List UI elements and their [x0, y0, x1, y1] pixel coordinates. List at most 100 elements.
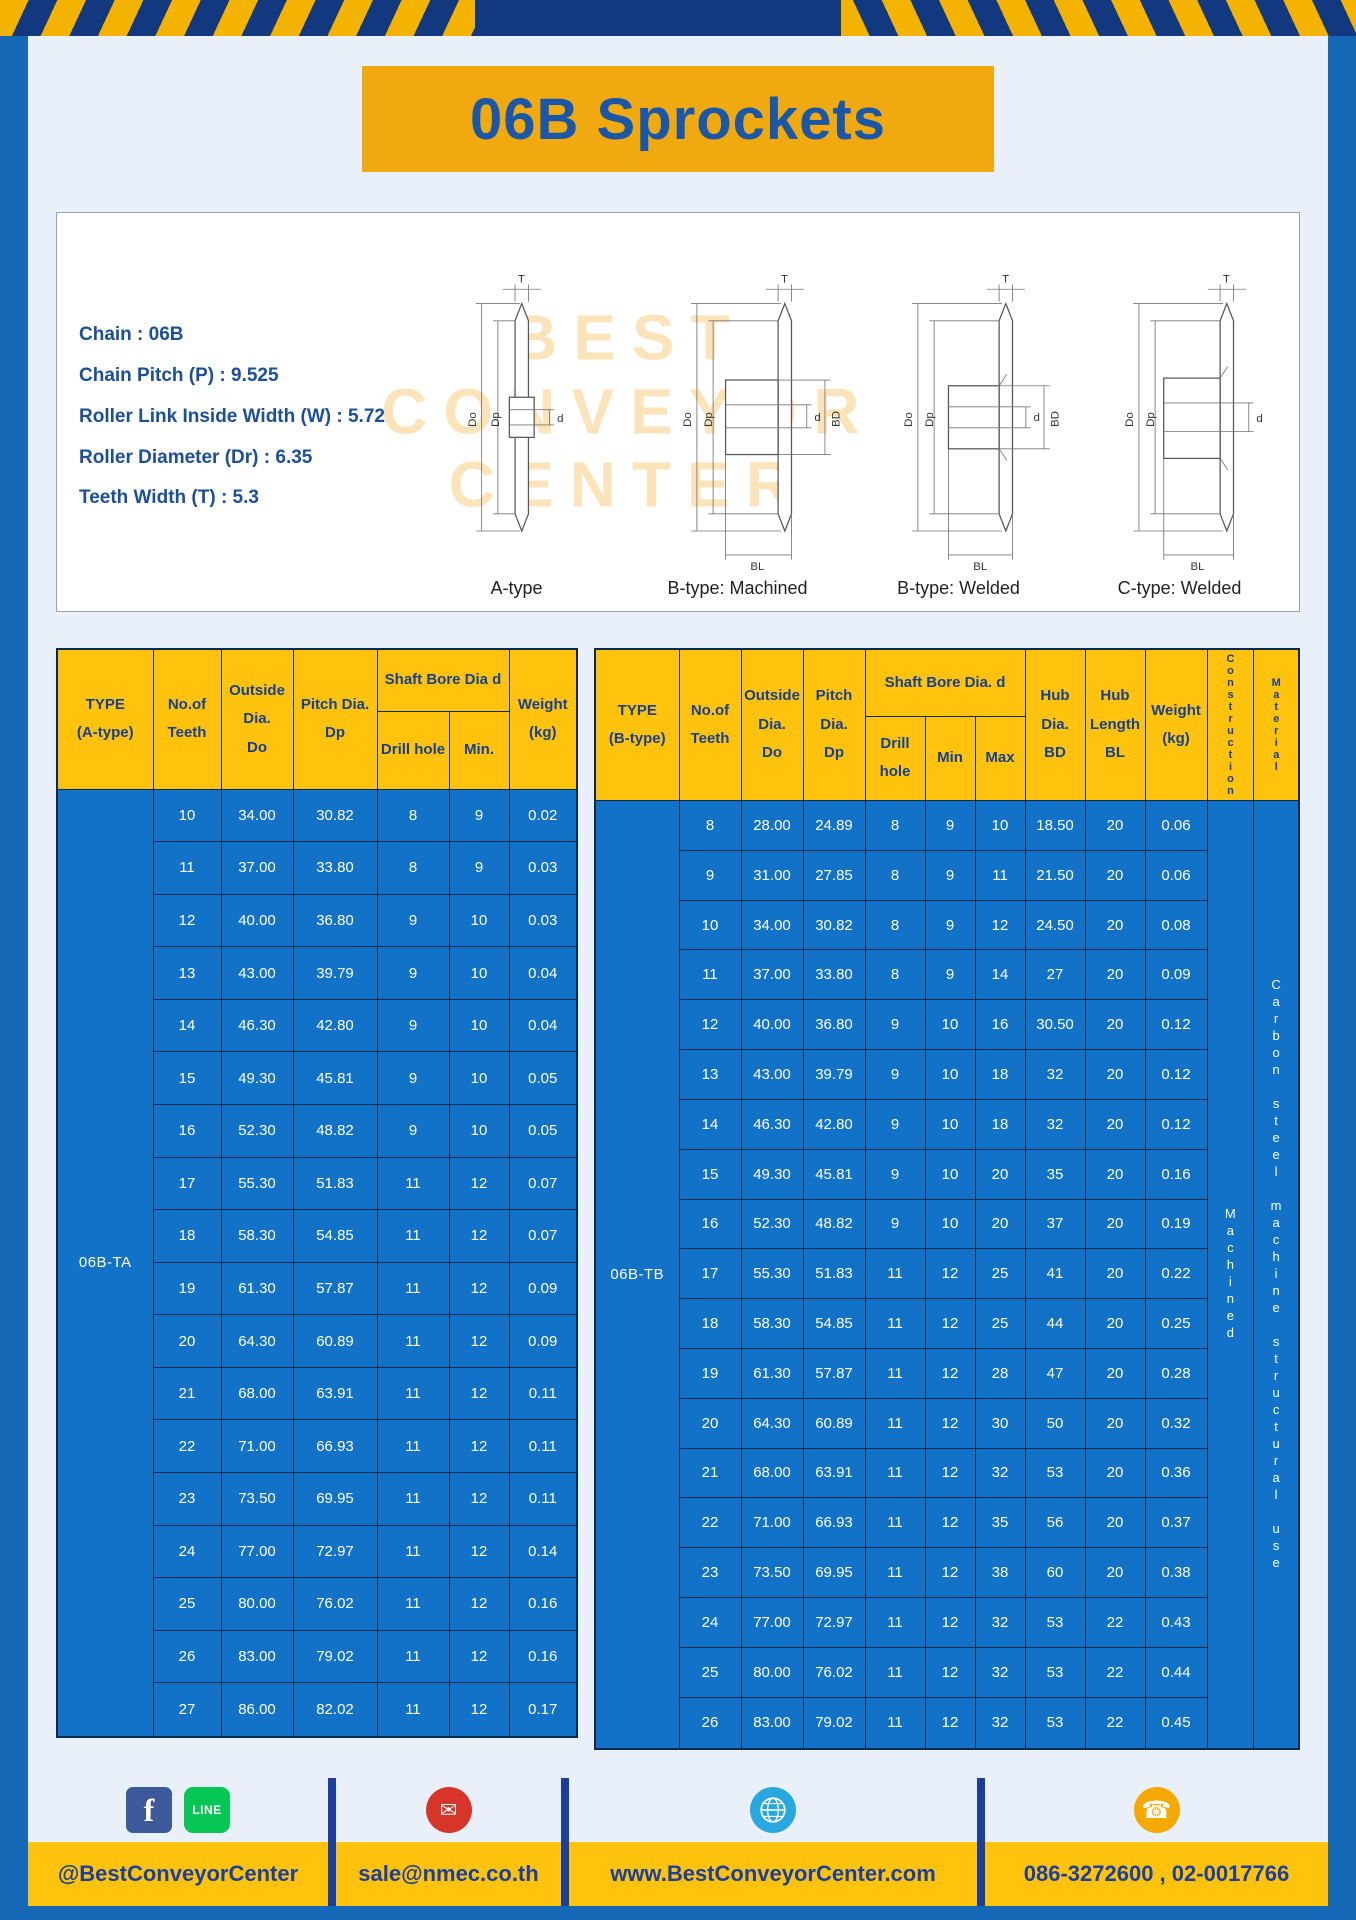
table-cell: 43.00 — [740, 1049, 804, 1100]
table-cell: 45.81 — [802, 1148, 866, 1200]
table-cell: 56 — [1024, 1497, 1086, 1549]
table-cell: 39.79 — [292, 946, 378, 1000]
table-cell: 71.00 — [220, 1419, 294, 1474]
table-cell: 12 — [448, 1261, 510, 1316]
table-cell: 10 — [924, 1148, 976, 1200]
table-cell: 17 — [678, 1248, 742, 1300]
footer-email-text[interactable]: sale@nmec.co.th — [336, 1842, 561, 1906]
table-cell: 9 — [376, 1051, 450, 1105]
page-title: 06B Sprockets — [470, 86, 886, 152]
table-cell: 27 — [1024, 949, 1086, 1001]
diagram-caption: A-type — [490, 578, 543, 598]
diagram-caption: B-type: Welded — [897, 578, 1020, 598]
table-cell: 12 — [448, 1682, 510, 1738]
col-header-teeth: No.of Teeth — [152, 648, 222, 790]
table-cell: 16 — [974, 999, 1026, 1051]
table-cell: 30 — [974, 1397, 1026, 1449]
table-cell: 12 — [924, 1696, 976, 1750]
table-row: 17 55.30 51.83 11 12 0.07 — [57, 1156, 578, 1211]
table-cell: 38 — [974, 1547, 1026, 1598]
table-cell: 73.50 — [220, 1472, 294, 1526]
table-cell: 11 — [376, 1366, 450, 1421]
table-cell: 64.30 — [220, 1314, 294, 1368]
table-cell: 45.81 — [292, 1051, 378, 1105]
table-cell: 12 — [448, 1419, 510, 1474]
table-cell: 79.02 — [802, 1696, 866, 1750]
table-cell: 80.00 — [220, 1577, 294, 1631]
table-cell: 20 — [678, 1397, 742, 1449]
table-row: 23 73.50 69.95 11 12 0.11 — [57, 1472, 578, 1526]
table-cell: 20 — [1084, 999, 1146, 1051]
table-cell: 21 — [152, 1366, 222, 1421]
table-cell: 80.00 — [740, 1646, 804, 1698]
table-cell: 12 — [924, 1447, 976, 1499]
table-row: 24 77.00 72.97 11 12 0.14 — [57, 1524, 578, 1579]
table-cell: 12 — [924, 1347, 976, 1399]
globe-icon[interactable] — [750, 1787, 796, 1833]
table-cell: 58.30 — [220, 1209, 294, 1263]
table-cell: 20 — [974, 1198, 1026, 1250]
table-cell: 68.00 — [220, 1366, 294, 1421]
email-icon[interactable]: ✉ — [425, 1787, 472, 1833]
col-header-construction: Construction — [1206, 648, 1254, 801]
col-header-pitch-dia: Pitch Dia. Dp — [292, 648, 378, 790]
table-cell: 20 — [1084, 899, 1146, 951]
table-row: 14 46.30 42.80 9 10 18 32 20 0.12 — [595, 1098, 1299, 1150]
footer-divider — [328, 1778, 336, 1906]
table-cell: 10 — [924, 999, 976, 1051]
table-cell: 8 — [864, 849, 926, 901]
spec-line-chain: Chain : 06B — [79, 324, 184, 345]
svg-text:Dp: Dp — [924, 412, 936, 427]
footer-divider — [561, 1778, 569, 1906]
table-cell: 77.00 — [220, 1524, 294, 1579]
table-cell: 11 — [974, 849, 1026, 901]
table-cell: 12 — [974, 899, 1026, 951]
table-row: 23 73.50 69.95 11 12 38 60 20 0.38 — [595, 1547, 1299, 1598]
table-row: 22 71.00 66.93 11 12 35 56 20 0.37 — [595, 1497, 1299, 1549]
table-cell: 27 — [152, 1682, 222, 1738]
table-cell: 32 — [974, 1696, 1026, 1750]
table-cell: 20 — [1084, 1248, 1146, 1300]
table-b: TYPE (B-type) No.of Teeth Outside Dia. D… — [594, 648, 1301, 1750]
table-cell: 10 — [974, 800, 1026, 851]
spec-panel: BEST CONVEYOR CENTER Chain : 06B Chain P… — [56, 212, 1300, 612]
facebook-icon[interactable]: f — [126, 1787, 172, 1833]
footer: f LINE @BestConveyorCenter ✉ sale@nmec.c… — [28, 1778, 1328, 1906]
table-cell: 9 — [924, 800, 976, 851]
phone-icon[interactable]: ☎ — [1133, 1787, 1180, 1833]
col-header-max: Max — [974, 715, 1026, 802]
table-cell: 9 — [678, 849, 742, 901]
table-cell: 10 — [448, 998, 510, 1053]
footer-social-handle[interactable]: @BestConveyorCenter — [28, 1842, 328, 1906]
table-cell: 12 — [924, 1597, 976, 1648]
footer-section-email: ✉ sale@nmec.co.th — [336, 1778, 561, 1906]
footer-phone-text[interactable]: 086-3272600 , 02-0017766 — [985, 1842, 1328, 1906]
footer-website-text[interactable]: www.BestConveyorCenter.com — [569, 1842, 977, 1906]
table-cell: 33.80 — [292, 841, 378, 895]
table-cell: 0.16 — [508, 1629, 578, 1684]
line-icon[interactable]: LINE — [184, 1787, 230, 1833]
table-cell: 0.44 — [1144, 1646, 1208, 1698]
svg-text:Do: Do — [903, 412, 915, 427]
svg-text:T: T — [1002, 274, 1009, 286]
table-cell: 32 — [1024, 1098, 1086, 1150]
table-row: 21 68.00 63.91 11 12 0.11 — [57, 1366, 578, 1421]
table-cell: 24 — [678, 1597, 742, 1648]
hazard-solid-center — [474, 0, 841, 36]
table-cell: 86.00 — [220, 1682, 294, 1738]
table-cell: 11 — [376, 1682, 450, 1738]
table-cell: 22 — [1084, 1597, 1146, 1648]
table-cell: 66.93 — [802, 1497, 866, 1549]
table-cell: 25 — [678, 1646, 742, 1698]
table-cell: 30.50 — [1024, 999, 1086, 1051]
table-row: 14 46.30 42.80 9 10 0.04 — [57, 998, 578, 1053]
table-cell: 15 — [678, 1148, 742, 1200]
svg-text:d: d — [814, 412, 820, 424]
table-cell: 20 — [1084, 1397, 1146, 1449]
table-row: 11 37.00 33.80 8 9 14 27 20 0.09 — [595, 949, 1299, 1001]
table-row: 9 31.00 27.85 8 9 11 21.50 20 0.06 — [595, 849, 1299, 901]
table-cell: 12 — [924, 1397, 976, 1449]
table-cell: 0.16 — [508, 1577, 578, 1631]
table-cell: 14 — [974, 949, 1026, 1001]
